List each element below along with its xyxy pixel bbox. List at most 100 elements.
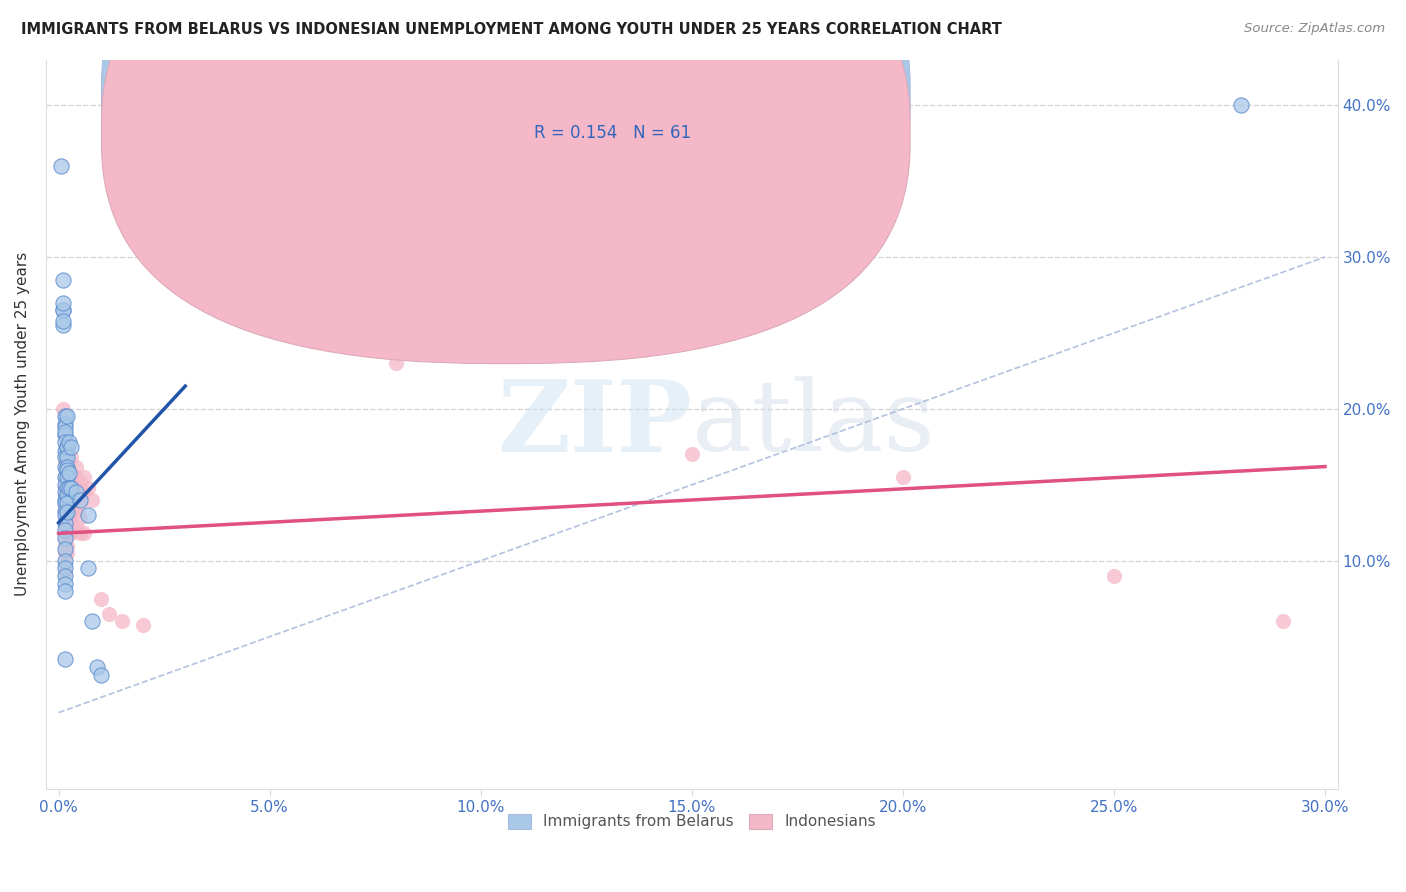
Text: IMMIGRANTS FROM BELARUS VS INDONESIAN UNEMPLOYMENT AMONG YOUTH UNDER 25 YEARS CO: IMMIGRANTS FROM BELARUS VS INDONESIAN UN…	[21, 22, 1002, 37]
Point	[53, 566, 76, 580]
Point	[53, 524, 76, 538]
Point	[65, 485, 87, 500]
Point	[60, 440, 83, 454]
Text: ZIP: ZIP	[496, 376, 692, 473]
Point	[73, 485, 96, 500]
Point	[69, 526, 91, 541]
Point	[58, 481, 80, 495]
Point	[53, 652, 76, 666]
Point	[52, 273, 75, 287]
Point	[56, 505, 79, 519]
Point	[60, 516, 83, 530]
Point	[56, 481, 79, 495]
Point	[65, 493, 87, 508]
Point	[56, 539, 79, 553]
Point	[53, 425, 76, 439]
Point	[53, 546, 76, 560]
Text: atlas: atlas	[692, 376, 935, 472]
Point	[53, 425, 76, 439]
Point	[98, 607, 121, 621]
Point	[49, 159, 72, 173]
Point	[77, 508, 100, 523]
Point	[53, 531, 76, 545]
Point	[53, 470, 76, 484]
Point	[53, 531, 76, 545]
Point	[53, 539, 76, 553]
Point	[53, 584, 76, 599]
Point	[56, 505, 79, 519]
Point	[56, 511, 79, 525]
Point	[53, 470, 76, 484]
Point	[60, 466, 83, 480]
Point	[56, 409, 79, 424]
Point	[90, 591, 112, 606]
FancyBboxPatch shape	[101, 0, 910, 364]
Point	[69, 475, 91, 489]
Point	[53, 417, 76, 431]
Point	[56, 546, 79, 560]
Point	[56, 496, 79, 510]
Point	[56, 440, 79, 454]
Point	[1271, 615, 1294, 629]
Point	[56, 488, 79, 502]
Point	[1102, 569, 1125, 583]
Point	[53, 459, 76, 474]
Point	[56, 496, 79, 510]
Point	[58, 466, 80, 480]
Point	[73, 470, 96, 484]
Point	[58, 435, 80, 450]
Point	[65, 459, 87, 474]
Point	[681, 447, 703, 461]
Point	[52, 303, 75, 318]
Point	[60, 505, 83, 519]
Point	[385, 356, 408, 370]
Point	[53, 493, 76, 508]
Point	[53, 450, 76, 465]
Point	[53, 541, 76, 556]
Point	[60, 485, 83, 500]
Point	[56, 440, 79, 454]
Point	[56, 470, 79, 484]
Text: R = 0.336   N = 56: R = 0.336 N = 56	[534, 87, 692, 106]
Point	[65, 520, 87, 534]
Legend: Immigrants from Belarus, Indonesians: Immigrants from Belarus, Indonesians	[502, 808, 882, 836]
Point	[53, 496, 76, 510]
Point	[53, 485, 76, 500]
Point	[60, 526, 83, 541]
Point	[53, 557, 76, 571]
Point	[77, 561, 100, 575]
Point	[53, 427, 76, 442]
Text: Source: ZipAtlas.com: Source: ZipAtlas.com	[1244, 22, 1385, 36]
Point	[77, 481, 100, 495]
Point	[56, 470, 79, 484]
Point	[53, 435, 76, 450]
Point	[53, 569, 76, 583]
Point	[56, 462, 79, 476]
Point	[56, 459, 79, 474]
Point	[53, 503, 76, 517]
Point	[52, 303, 75, 318]
Point	[53, 516, 76, 530]
Point	[1229, 98, 1251, 112]
Point	[60, 475, 83, 489]
Point	[52, 318, 75, 333]
Point	[53, 488, 76, 502]
Point	[53, 508, 76, 523]
Point	[69, 496, 91, 510]
Point	[56, 520, 79, 534]
Point	[82, 615, 104, 629]
Point	[53, 409, 76, 424]
Point	[56, 529, 79, 543]
Point	[60, 450, 83, 465]
Point	[53, 576, 76, 591]
Point	[60, 496, 83, 510]
Point	[132, 617, 155, 632]
Point	[65, 505, 87, 519]
Y-axis label: Unemployment Among Youth under 25 years: Unemployment Among Youth under 25 years	[15, 252, 30, 596]
Point	[56, 459, 79, 474]
Point	[52, 401, 75, 416]
Point	[69, 511, 91, 525]
Point	[53, 481, 76, 495]
FancyBboxPatch shape	[101, 0, 910, 327]
Point	[53, 554, 76, 568]
